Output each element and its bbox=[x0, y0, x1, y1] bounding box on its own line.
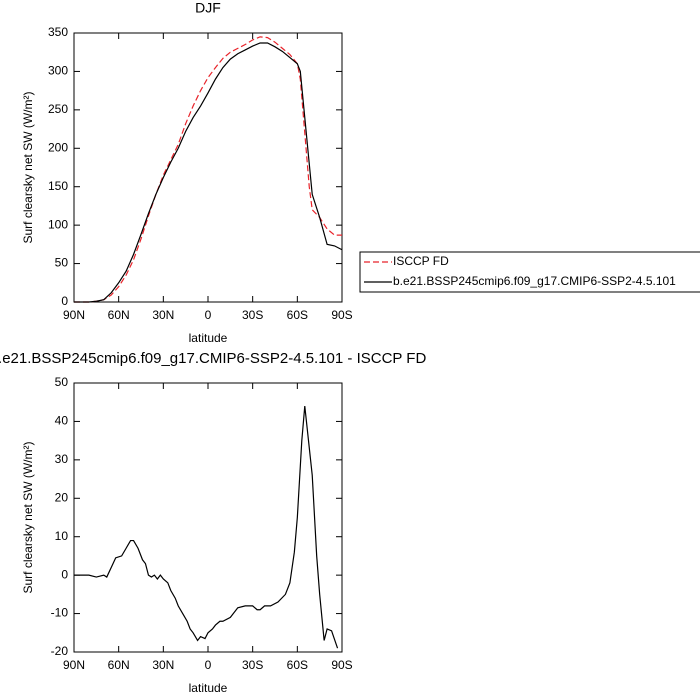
legend-label: b.e21.BSSP245cmip6.f09_g17.CMIP6-SSP2-4.… bbox=[393, 274, 676, 288]
y-tick-label: 50 bbox=[55, 375, 69, 389]
x-axis-label: latitude bbox=[189, 681, 228, 695]
plot-frame bbox=[73, 32, 343, 303]
data-line bbox=[74, 36, 342, 303]
x-tick-label: 0 bbox=[205, 658, 212, 672]
y-axis-label: Surf clearsky net SW (W/m²) bbox=[21, 91, 35, 243]
y-tick-label: 50 bbox=[55, 256, 69, 270]
y-tick-label: -20 bbox=[51, 644, 69, 658]
x-tick-label: 90N bbox=[63, 308, 85, 322]
y-axis-label: Surf clearsky net SW (W/m²) bbox=[21, 441, 35, 593]
x-tick-label: 60N bbox=[108, 658, 130, 672]
x-tick-label: 60N bbox=[108, 308, 130, 322]
y-tick-label: 30 bbox=[55, 452, 69, 466]
x-tick-label: 30S bbox=[242, 658, 263, 672]
x-tick-label: 60S bbox=[287, 658, 308, 672]
y-tick-label: 150 bbox=[48, 179, 68, 193]
data-line bbox=[74, 42, 343, 303]
x-axis-label: latitude bbox=[189, 331, 228, 345]
y-tick-label: 200 bbox=[48, 140, 68, 154]
x-tick-label: 0 bbox=[205, 308, 212, 322]
legend-label: ISCCP FD bbox=[393, 254, 449, 268]
x-tick-label: 90N bbox=[63, 658, 85, 672]
x-tick-label: 90S bbox=[331, 308, 352, 322]
data-line bbox=[74, 405, 339, 649]
y-tick-label: 100 bbox=[48, 217, 68, 231]
y-tick-label: 0 bbox=[61, 294, 68, 308]
y-tick-label: 20 bbox=[55, 490, 69, 504]
y-tick-label: 300 bbox=[48, 64, 68, 78]
y-tick-label: 0 bbox=[61, 567, 68, 581]
x-tick-label: 60S bbox=[287, 308, 308, 322]
y-tick-label: 10 bbox=[55, 529, 69, 543]
x-tick-label: 90S bbox=[331, 658, 352, 672]
x-tick-label: 30N bbox=[152, 658, 174, 672]
legend-box bbox=[359, 251, 700, 293]
y-tick-label: 40 bbox=[55, 414, 69, 428]
y-tick-label: 350 bbox=[48, 25, 68, 39]
plot-frame bbox=[73, 382, 343, 653]
x-tick-label: 30N bbox=[152, 308, 174, 322]
y-tick-label: -10 bbox=[51, 606, 69, 620]
x-tick-label: 30S bbox=[242, 308, 263, 322]
chart-title: b.e21.BSSP245cmip6.f09_g17.CMIP6-SSP2-4.… bbox=[0, 350, 426, 367]
chart-title: DJF bbox=[195, 0, 221, 16]
y-tick-label: 250 bbox=[48, 102, 68, 116]
